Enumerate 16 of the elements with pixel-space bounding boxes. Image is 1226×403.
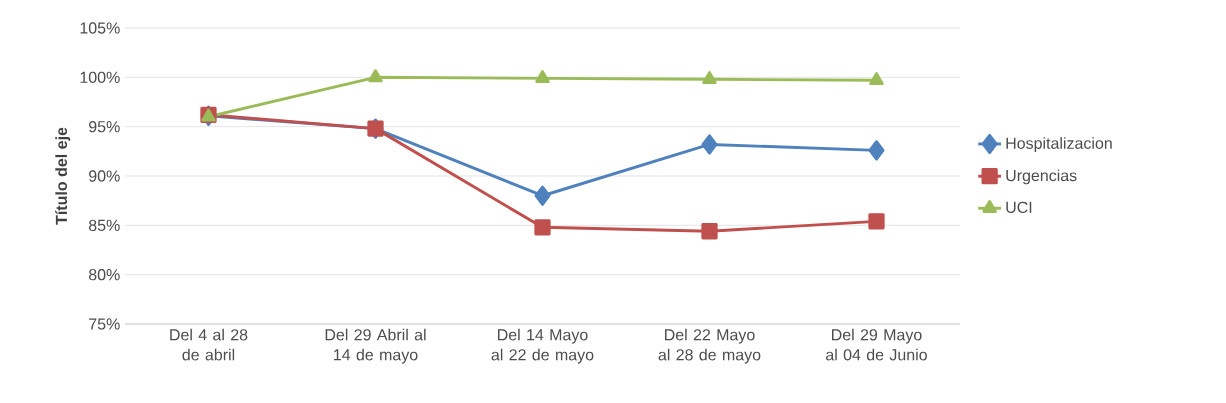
x-tick-label: Del 4 al 28 de abril: [170, 328, 248, 361]
y-tick-label: 100%: [80, 71, 120, 83]
x-tick-label: Del 29 Abril al 14 de mayo: [325, 328, 426, 364]
y-tick-label: 75%: [89, 318, 120, 330]
legend-label: Hospitalizacion: [1006, 137, 1112, 153]
y-tick-label: 90%: [89, 170, 120, 182]
y-axis-title: Título del eje: [55, 127, 71, 225]
x-tick-label: Del 29 Mayo al 04 de Junio: [826, 328, 927, 361]
x-tick-label: Del 22 Mayo al 28 de mayo: [658, 328, 761, 364]
y-tick-label: 105%: [80, 22, 120, 34]
y-tick-label: 85%: [88, 219, 120, 231]
y-tick-label: 95%: [89, 121, 120, 133]
y-tick-label: 80%: [88, 269, 120, 281]
legend-label: Urgencias: [1006, 169, 1077, 185]
legend-label: UCI: [1006, 201, 1032, 213]
x-tick-label: Del 14 Mayo al 22 de mayo: [491, 328, 594, 364]
